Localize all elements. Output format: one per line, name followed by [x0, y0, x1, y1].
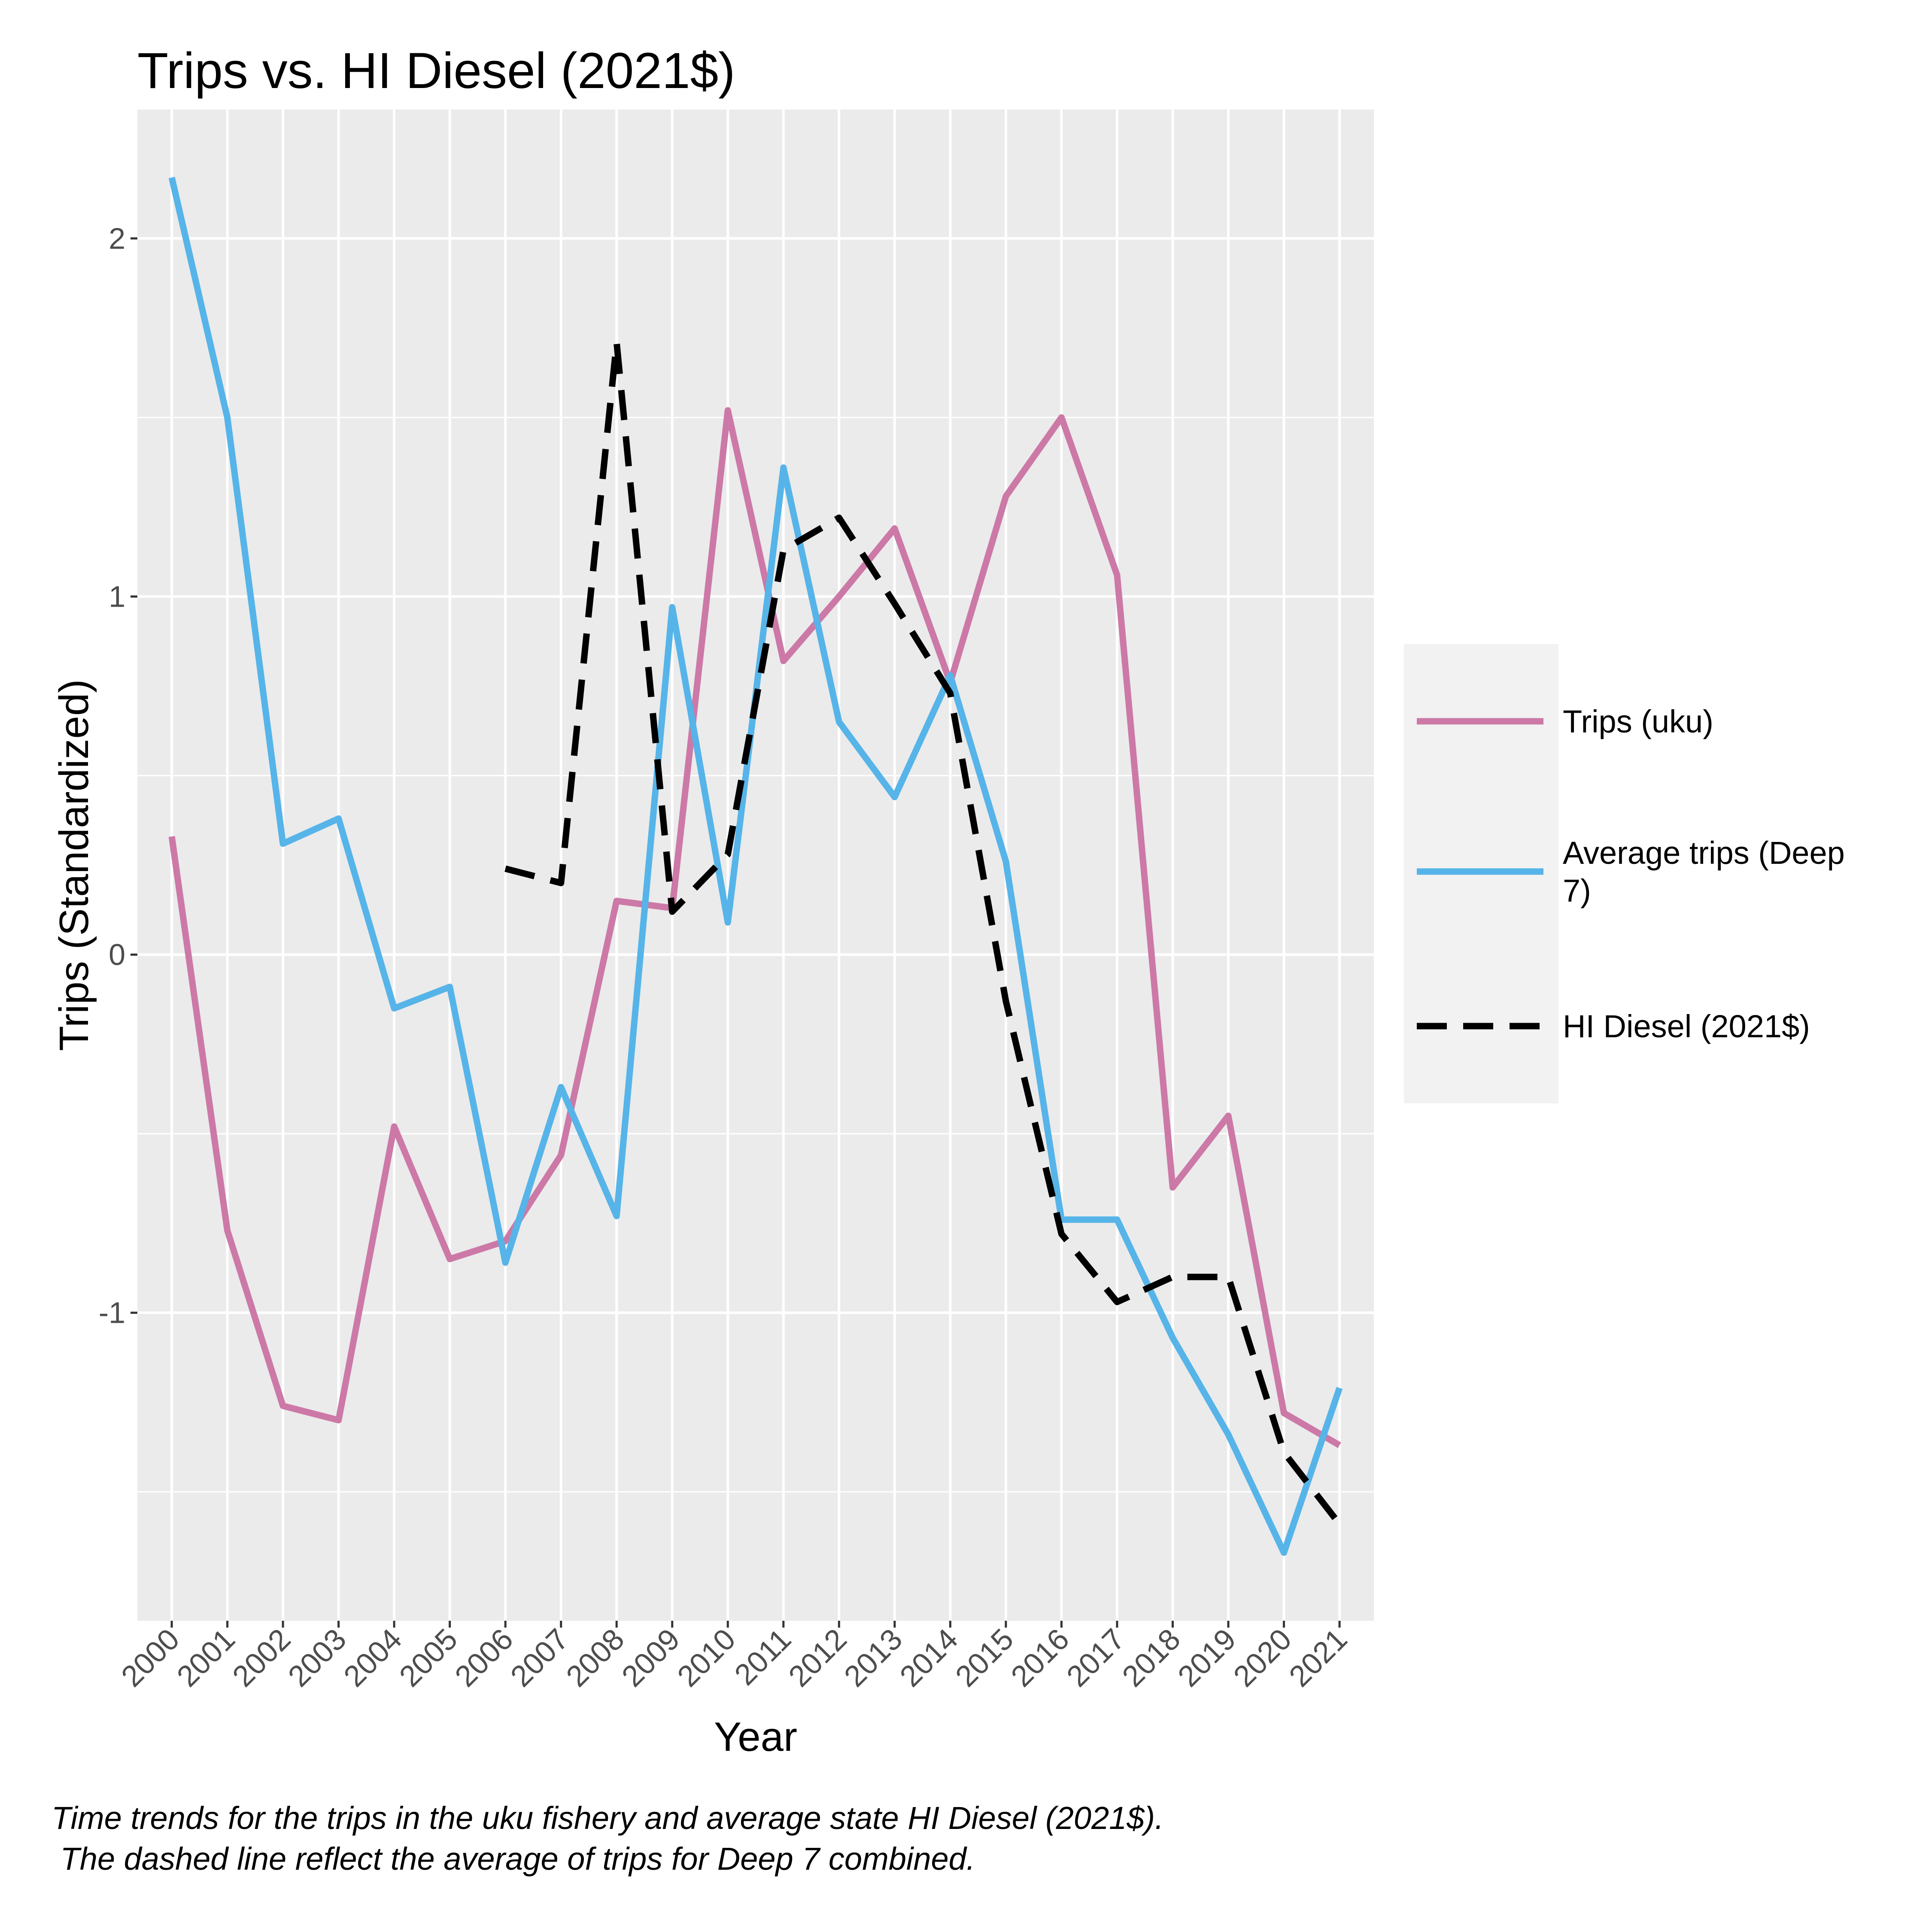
- x-tick-label: 2013: [838, 1622, 908, 1693]
- y-tick-label: 1: [109, 580, 125, 613]
- x-tick-label: 2003: [282, 1622, 352, 1693]
- series-line-1: [168, 407, 1341, 1448]
- caption: Time trends for the trips in the uku fis…: [52, 1800, 1164, 1877]
- x-tick-label: 2006: [448, 1622, 519, 1693]
- x-tick-label: 2018: [1116, 1622, 1187, 1693]
- x-tick-label: 2007: [504, 1622, 575, 1693]
- legend-label-2: 7): [1563, 873, 1591, 908]
- chart-title: Trips vs. HI Diesel (2021$): [137, 43, 735, 99]
- x-tick-label: 2017: [1060, 1622, 1131, 1693]
- plot-panel: [137, 109, 1374, 1621]
- grid-lines: [137, 109, 1374, 1621]
- x-tick-label: 2012: [782, 1622, 853, 1693]
- y-tick-label: -1: [99, 1296, 125, 1330]
- x-tick-label: 2020: [1227, 1622, 1298, 1693]
- x-tick-label: 2001: [170, 1622, 241, 1693]
- series-line-3: [504, 339, 1342, 1526]
- series-lines: [168, 176, 1343, 1556]
- caption-line-1: Time trends for the trips in the uku fis…: [52, 1800, 1164, 1836]
- x-tick-label: 2010: [671, 1622, 742, 1693]
- x-tick-label: 2009: [615, 1622, 686, 1693]
- y-tick-label: 2: [109, 222, 125, 255]
- x-tick-label: 2011: [728, 1622, 798, 1692]
- legend-label-1: Trips (uku): [1563, 704, 1713, 739]
- x-tick-label: 2014: [893, 1622, 964, 1693]
- y-axis-title: Trips (Standardized): [51, 679, 97, 1051]
- caption-line-2: The dashed line reflect the average of t…: [52, 1841, 975, 1877]
- x-tick-label: 2019: [1171, 1622, 1242, 1693]
- x-tick-label: 2015: [949, 1622, 1020, 1693]
- x-tick-label: 2008: [560, 1622, 631, 1693]
- legend-label-2: Average trips (Deep: [1563, 835, 1845, 871]
- x-tick-label: 2016: [1005, 1622, 1075, 1693]
- x-axis-title: Year: [714, 1714, 797, 1760]
- x-tick-label: 2002: [226, 1622, 297, 1693]
- legend-label-3: HI Diesel (2021$): [1563, 1009, 1810, 1044]
- x-tick-label: 2004: [337, 1622, 408, 1693]
- y-tick-label: 0: [109, 938, 125, 972]
- x-tick-label: 2021: [1282, 1622, 1353, 1693]
- x-tick-label: 2005: [393, 1622, 464, 1693]
- x-tick-label: 2000: [115, 1622, 185, 1693]
